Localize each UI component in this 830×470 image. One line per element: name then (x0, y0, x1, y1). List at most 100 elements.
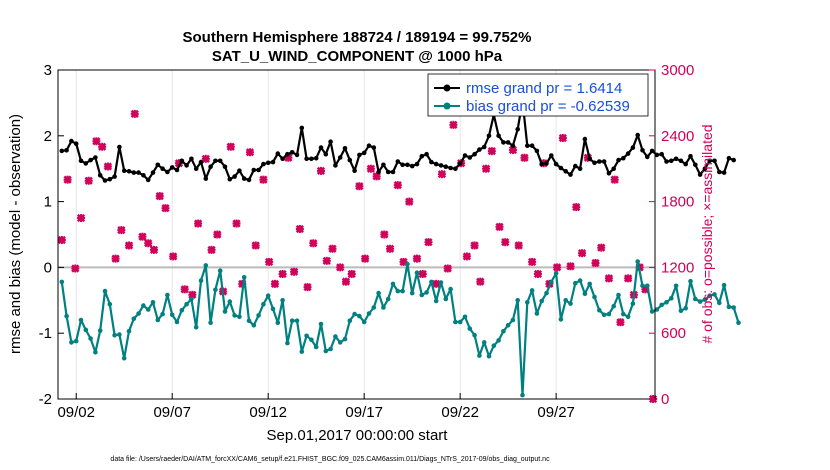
rmse-point (352, 168, 357, 173)
rmse-point (414, 161, 420, 167)
bias-point (361, 319, 367, 325)
x-axis-label: Sep.01,2017 00:00:00 start (267, 427, 449, 444)
rmse-point (88, 157, 93, 163)
rmse-point (309, 156, 314, 162)
bias-point (472, 332, 477, 338)
bias-point (510, 317, 516, 323)
x-tick-label: 09/22 (441, 404, 479, 421)
bias-point (606, 311, 612, 317)
bias-point (563, 298, 568, 303)
bias-point (328, 346, 333, 352)
bias-point (453, 319, 458, 325)
rmse-point (717, 169, 722, 175)
rmse-point (69, 138, 74, 144)
rmse-point (318, 145, 324, 150)
axis-ticks: 09/02 09/07 09/12 09/17 09/22 09/27 -2 -1 0 1 2 3 0 6… (39, 62, 695, 421)
bias-point (481, 340, 487, 345)
obs-assimilated-marker (481, 164, 491, 173)
bias-point (337, 340, 343, 345)
obs-assimilated-marker (366, 164, 376, 173)
bias-point (131, 316, 137, 322)
rmse-point (592, 160, 597, 166)
obs-assimilated-marker (309, 239, 318, 248)
y-right-tick-label: 600 (661, 325, 686, 342)
obs-assimilated-marker (424, 238, 433, 247)
rmse-point (78, 158, 84, 164)
bias-point (357, 313, 362, 319)
bias-point (669, 296, 674, 301)
obs-assimilated-marker (462, 252, 471, 261)
rmse-point (721, 170, 727, 175)
rmse-point (160, 166, 165, 171)
bias-point (534, 311, 540, 316)
rmse-point (381, 162, 386, 168)
bias-point (702, 297, 708, 302)
obs-assimilated-marker (336, 263, 345, 272)
y-axis-label-right: # of obs: o=possible; ×=assimilated (699, 124, 715, 343)
obs-assimilated-marker (487, 147, 496, 156)
rmse-point (141, 173, 146, 178)
bias-point (270, 306, 276, 312)
rmse-point (246, 177, 252, 183)
bias-point (381, 305, 386, 310)
bias-point (630, 301, 636, 306)
bias-point (597, 307, 602, 313)
bias-point (83, 327, 89, 333)
bias-point (222, 309, 228, 314)
obs-assimilated-marker (322, 256, 331, 265)
obs-assimilated-marker (226, 142, 235, 151)
x-tick-label: 09/27 (537, 404, 575, 421)
rmse-point (525, 143, 530, 148)
rmse-point (304, 156, 309, 162)
bias-point (107, 301, 113, 307)
bias-point (640, 283, 645, 289)
obs-assimilated-marker (303, 283, 312, 292)
obs-assimilated-marker (341, 277, 351, 286)
legend-bias-marker (443, 102, 451, 110)
obs-assimilated-marker (57, 235, 66, 245)
bias-point (304, 333, 309, 339)
bias-point (64, 313, 69, 319)
obs-assimilated-marker (437, 170, 447, 179)
bias-point (174, 319, 180, 325)
bias-point (318, 321, 324, 327)
rmse-point (93, 155, 98, 160)
grid-lines (75, 70, 557, 399)
rmse-point (669, 158, 674, 164)
rmse-point (275, 151, 281, 156)
bias-point (227, 299, 233, 304)
rmse-point (328, 139, 333, 144)
obs-assimilated-marker (449, 120, 458, 129)
rmse-point (731, 157, 736, 163)
rmse-point (337, 155, 343, 160)
rmse-point (496, 133, 501, 139)
bias-point (654, 307, 660, 312)
bias-point (97, 328, 103, 333)
bias-point (150, 300, 156, 305)
bias-point (712, 292, 717, 297)
bias-point (289, 318, 295, 324)
bias-point (462, 314, 468, 320)
obs-assimilated-marker (495, 222, 504, 231)
rmse-point (198, 159, 204, 165)
bias-point (429, 279, 434, 285)
bias-point (117, 332, 122, 337)
bias-point (385, 296, 391, 302)
rmse-point (505, 140, 511, 145)
bias-point (169, 312, 175, 318)
rmse-point (481, 144, 487, 150)
bias-point (59, 279, 65, 285)
rmse-point (213, 158, 218, 164)
rmse-point (189, 156, 194, 162)
x-tick-label: 09/02 (57, 404, 95, 421)
bias-point (424, 290, 429, 295)
bias-point (568, 301, 573, 306)
bias-point (505, 323, 511, 328)
obs-assimilated-marker (577, 249, 587, 258)
bias-point (179, 307, 185, 313)
rmse-point (534, 148, 540, 154)
rmse-point (606, 171, 612, 176)
plot-frame (57, 69, 656, 400)
obs-assimilated-marker (610, 175, 619, 184)
